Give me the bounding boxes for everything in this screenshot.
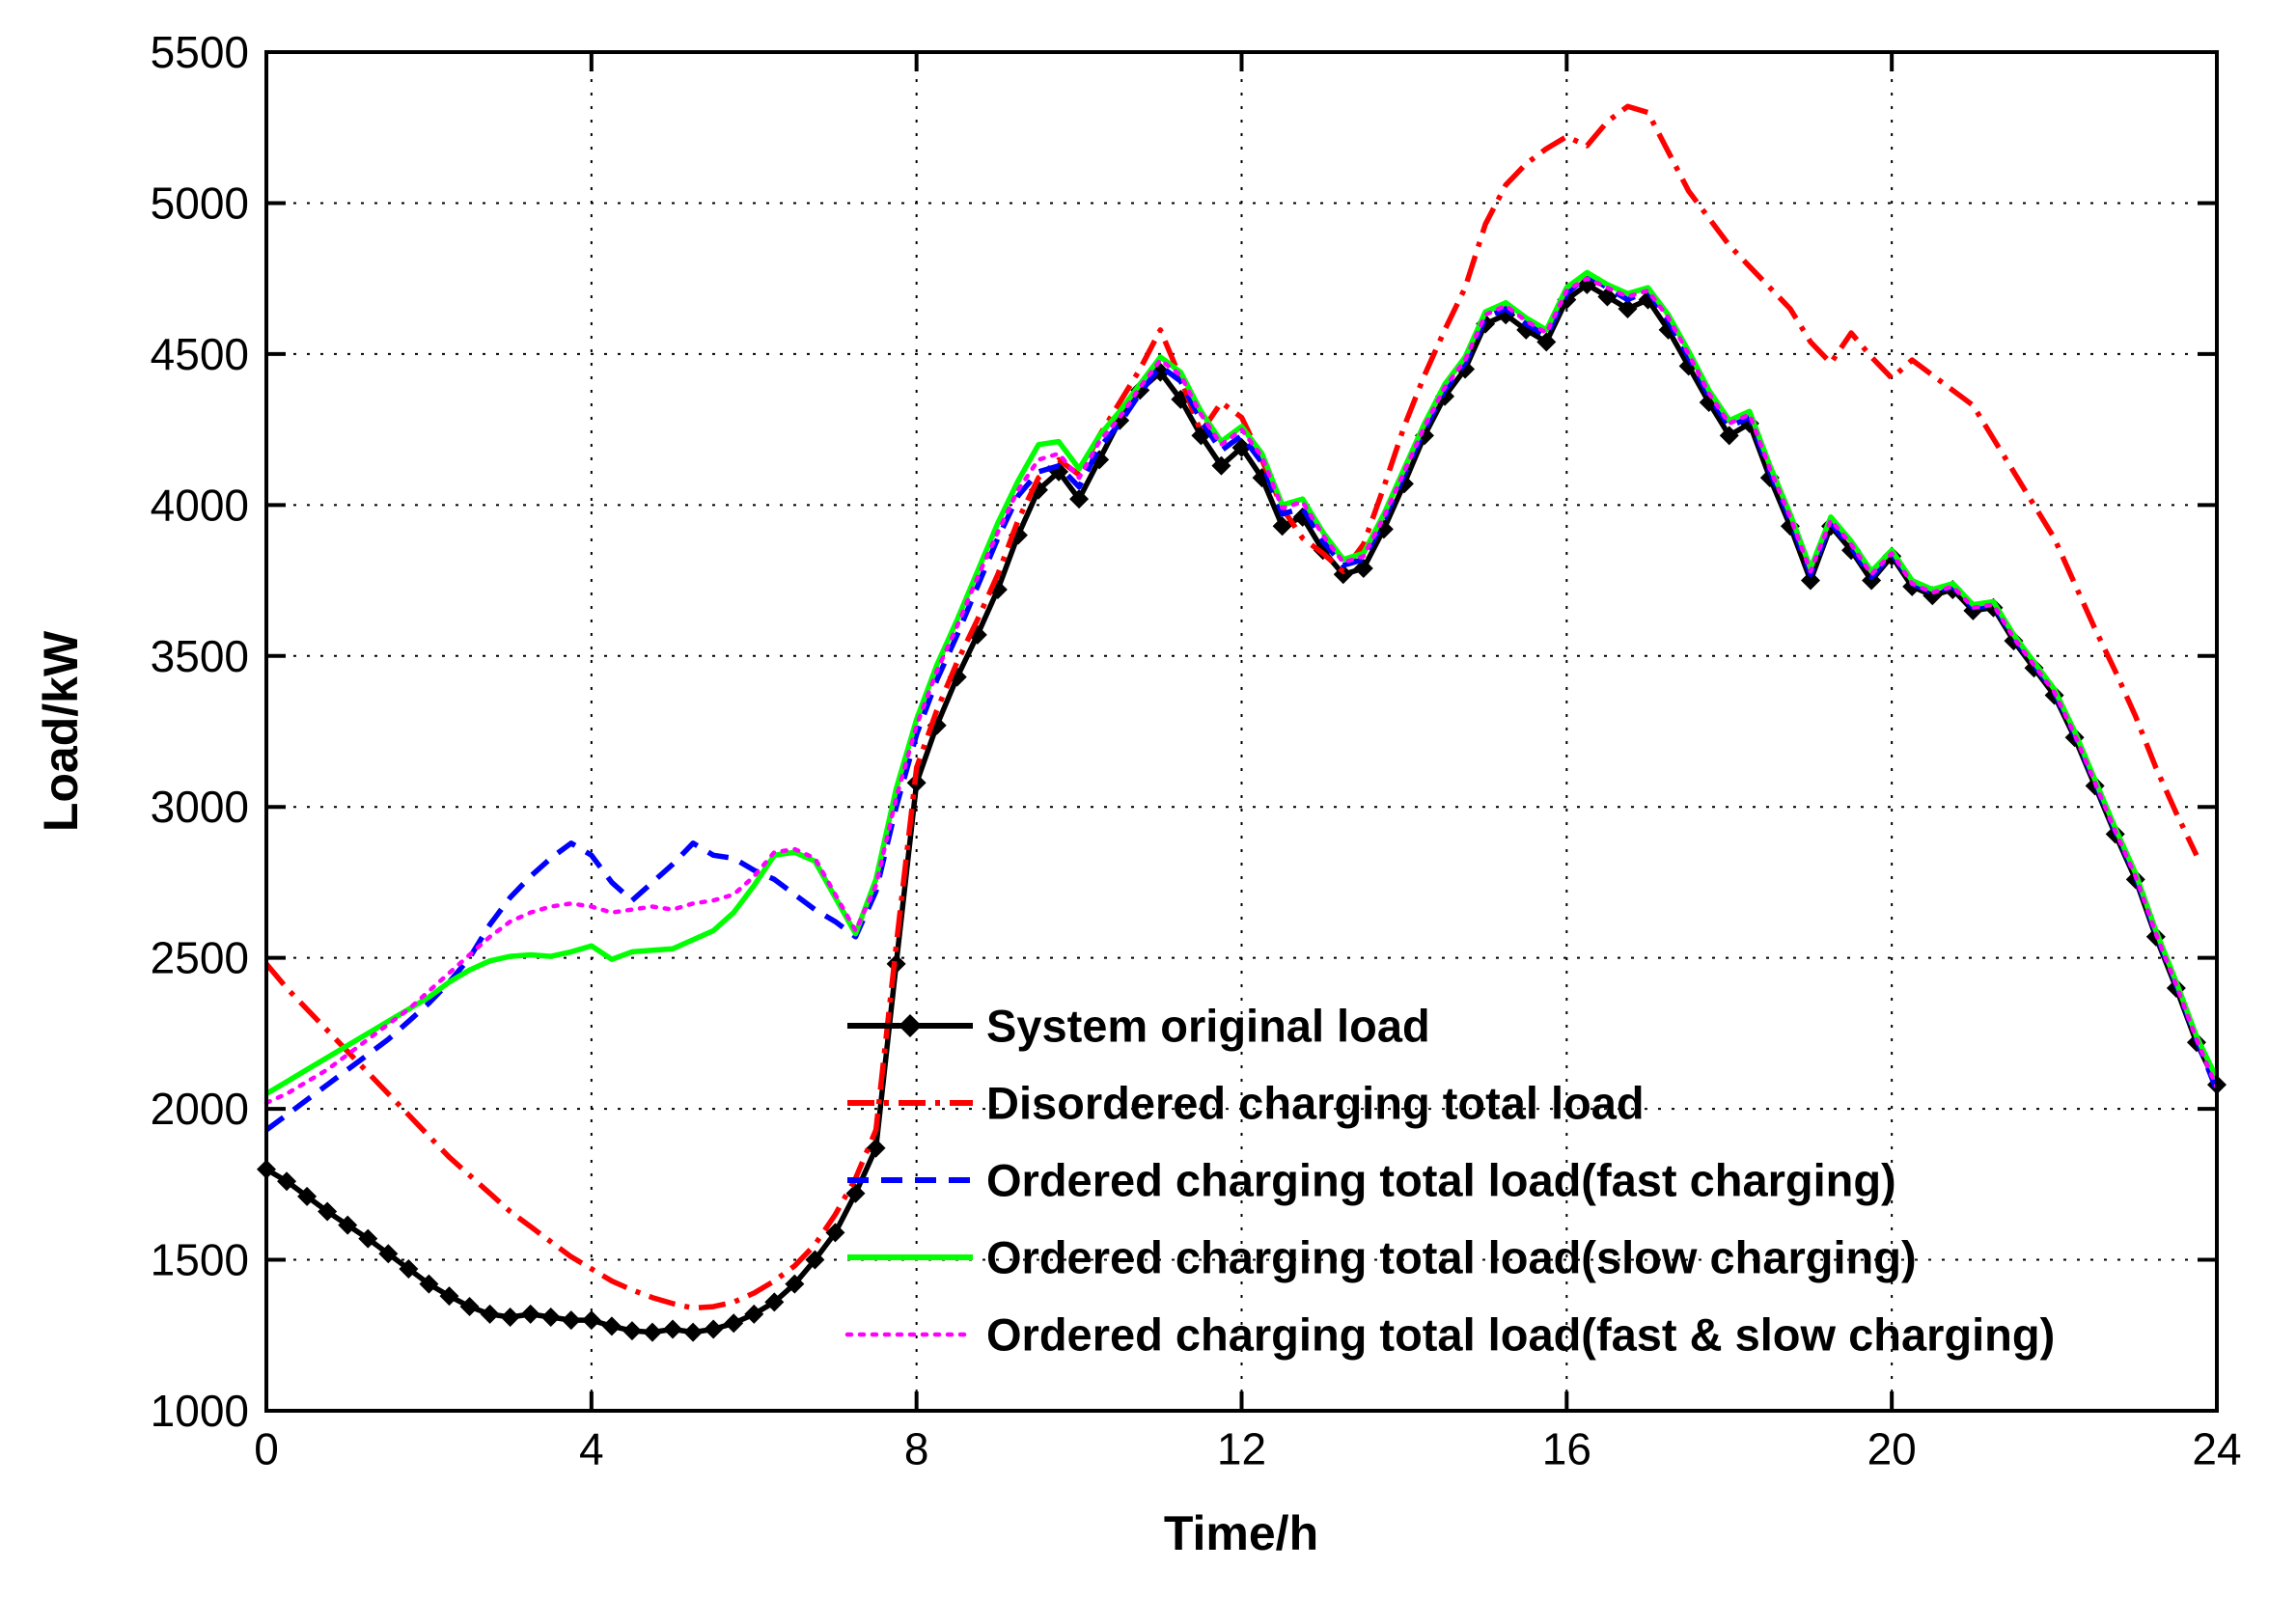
legend-item: Ordered charging total load(slow chargin…	[847, 1232, 1917, 1283]
legend-item: Disordered charging total load	[847, 1078, 1645, 1129]
y-tick-label: 5000	[151, 178, 249, 228]
gridlines	[266, 52, 2217, 1411]
x-tick-label: 0	[254, 1424, 279, 1474]
y-tick-label: 1000	[151, 1386, 249, 1436]
tick-labels: 1000 1500 2000 2500 3000 3500 4000 4500 5000 5500…	[151, 27, 2242, 1474]
y-tick-label: 4500	[151, 329, 249, 379]
x-axis-label: Time/h	[1164, 1506, 1318, 1560]
y-axis-label: Load/kW	[34, 630, 88, 832]
y-tick-label: 1500	[151, 1235, 249, 1285]
series-dashed-line	[264, 272, 2220, 1133]
legend-label: Disordered charging total load	[986, 1078, 1645, 1129]
data-series	[257, 103, 2227, 1342]
series-dotted-line	[263, 276, 2220, 1106]
x-tick-label: 16	[1542, 1424, 1591, 1474]
y-tick-label: 5500	[151, 27, 249, 77]
y-tick-label: 3000	[151, 782, 249, 832]
legend-sample-marker	[899, 1014, 922, 1037]
y-tick-label: 4000	[151, 480, 249, 530]
x-tick-label: 24	[2192, 1424, 2241, 1474]
y-tick-label: 2500	[151, 933, 249, 983]
legend-label: Ordered charging total load(slow chargin…	[986, 1232, 1917, 1283]
series-dashdot-line	[263, 103, 2199, 1311]
y-tick-label: 2000	[151, 1084, 249, 1134]
series-solid-line	[264, 269, 2220, 1096]
legend-label: System original load	[986, 1001, 1430, 1052]
legend-label: Ordered charging total load(fast chargin…	[986, 1155, 1896, 1206]
x-tick-label: 8	[904, 1424, 929, 1474]
x-tick-label: 20	[1867, 1424, 1917, 1474]
tick-marks	[264, 50, 2219, 1413]
legend-item: Ordered charging total load(fast chargin…	[847, 1155, 1896, 1206]
x-tick-label: 4	[579, 1424, 604, 1474]
x-tick-label: 12	[1217, 1424, 1266, 1474]
y-tick-label: 3500	[151, 631, 249, 681]
legend-item: Ordered charging total load(fast & slow …	[844, 1309, 2055, 1361]
legend: System original load Disordered charging …	[844, 1001, 2055, 1361]
legend-item: System original load	[847, 1001, 1430, 1052]
legend-label: Ordered charging total load(fast & slow …	[986, 1309, 2055, 1361]
